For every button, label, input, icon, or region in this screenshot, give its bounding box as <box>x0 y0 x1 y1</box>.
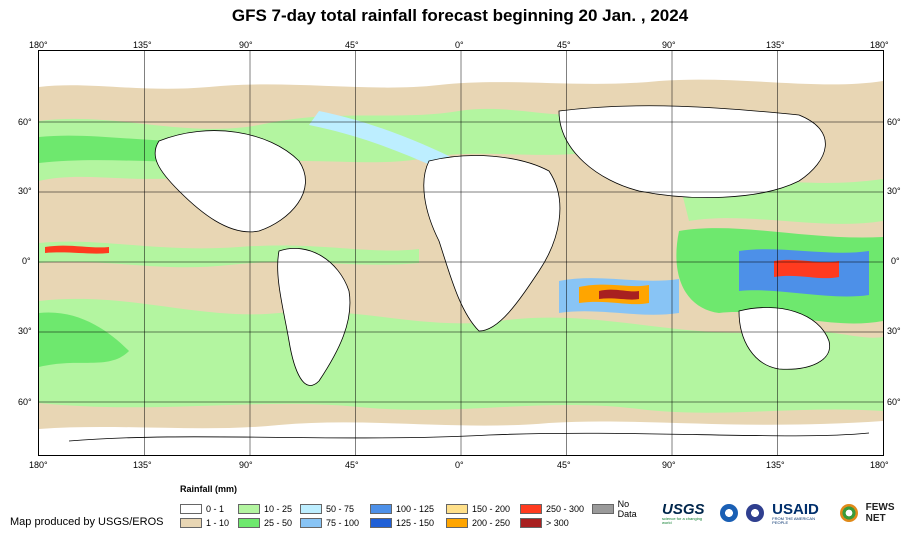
legend-item: 25 - 50 <box>238 518 292 528</box>
legend-swatch <box>180 504 202 514</box>
usgs-logo: USGS science for a changing world <box>662 502 712 525</box>
legend-swatch <box>370 504 392 514</box>
legend-label: 10 - 25 <box>264 504 293 514</box>
south-america-landmass <box>277 248 350 386</box>
rain-band-north-atlantic-light-blue <box>309 111 459 169</box>
lon-label: 45° <box>557 40 571 50</box>
lat-label: 0° <box>891 256 900 266</box>
usaid-logo-text: USAID <box>772 500 819 518</box>
lon-label: 90° <box>239 40 253 50</box>
eurasia-landmass <box>559 105 826 198</box>
africa-landmass <box>423 155 560 331</box>
lon-label: 135° <box>766 460 785 470</box>
itcz-heavy-rain <box>45 245 109 254</box>
legend-item: 250 - 300 <box>520 504 584 514</box>
lat-label: 60° <box>887 397 901 407</box>
lat-label: 0° <box>22 256 31 266</box>
lon-label: 180° <box>870 40 889 50</box>
legend-label: 150 - 200 <box>472 504 511 514</box>
lon-label: 135° <box>766 40 785 50</box>
rainfall-legend: Rainfall (mm) 0 - 1 1 - 10 10 - 25 25 - … <box>180 484 650 534</box>
lon-label: 180° <box>29 40 48 50</box>
legend-swatch <box>592 504 614 514</box>
noaa-seal-icon <box>720 504 739 522</box>
usaid-seal-icon <box>746 504 765 522</box>
lon-label: 180° <box>870 460 889 470</box>
legend-label: 250 - 300 <box>546 504 585 514</box>
usaid-tagline: FROM THE AMERICAN PEOPLE <box>772 515 815 525</box>
legend-item: 1 - 10 <box>180 518 229 528</box>
lat-label: 60° <box>18 397 32 407</box>
legend-item: 200 - 250 <box>446 518 510 528</box>
legend-swatch <box>520 504 542 514</box>
legend-swatch <box>238 518 260 528</box>
lon-label: 180° <box>29 460 48 470</box>
lon-label: 45° <box>345 460 359 470</box>
legend-swatch <box>446 518 468 528</box>
legend-label: 50 - 75 <box>326 504 355 514</box>
legend-item: 0 - 1 <box>180 504 224 514</box>
indian-ocean-extreme-rain <box>599 289 639 300</box>
legend-swatch <box>300 518 322 528</box>
lon-label: 90° <box>662 40 676 50</box>
legend-label: No Data <box>617 499 637 519</box>
legend-swatch <box>520 518 542 528</box>
lat-label: 30° <box>18 186 32 196</box>
graticule <box>39 51 883 455</box>
legend-label: 200 - 250 <box>472 518 511 528</box>
lat-label: 30° <box>887 186 901 196</box>
rainfall-map[interactable] <box>38 50 884 456</box>
legend-label: 75 - 100 <box>326 518 360 528</box>
lon-label: 135° <box>133 460 152 470</box>
legend-label: > 300 <box>546 518 569 528</box>
lat-label: 30° <box>18 326 32 336</box>
legend-label: 100 - 125 <box>396 504 435 514</box>
legend-swatch <box>180 518 202 528</box>
lat-label: 60° <box>887 117 901 127</box>
lon-label: 135° <box>133 40 152 50</box>
lon-label: 90° <box>662 460 676 470</box>
lon-label: 0° <box>455 460 464 470</box>
australia-landmass <box>739 307 830 370</box>
lon-label: 45° <box>345 40 359 50</box>
legend-item: > 300 <box>520 518 569 528</box>
legend-swatch <box>300 504 322 514</box>
fews-net-emblem-icon <box>839 504 858 522</box>
map-credit: Map produced by USGS/EROS <box>10 516 164 528</box>
legend-item: 10 - 25 <box>238 504 292 514</box>
legend-label: 1 - 10 <box>206 518 230 528</box>
coastlines <box>68 105 870 442</box>
legend-item: 75 - 100 <box>300 518 359 528</box>
legend-label: 25 - 50 <box>264 518 293 528</box>
lat-label: 30° <box>887 326 901 336</box>
agency-logos: USGS science for a changing world USAID … <box>662 500 917 526</box>
legend-item: 150 - 200 <box>446 504 510 514</box>
fews-net-logo-text: FEWS NET <box>865 502 895 524</box>
legend-swatch <box>238 504 260 514</box>
usgs-tagline: science for a changing world <box>662 515 703 525</box>
south-pacific-heavy <box>39 312 129 367</box>
lat-label: 60° <box>18 117 32 127</box>
legend-item: 125 - 150 <box>370 518 434 528</box>
map-title: GFS 7-day total rainfall forecast beginn… <box>231 6 689 25</box>
usgs-logo-text: USGS <box>662 500 705 518</box>
north-america-landmass <box>155 130 306 232</box>
legend-swatch <box>446 504 468 514</box>
lon-label: 45° <box>557 460 571 470</box>
legend-item: 50 - 75 <box>300 504 354 514</box>
map-canvas <box>39 51 883 455</box>
usaid-logo: USAID FROM THE AMERICAN PEOPLE <box>772 502 832 525</box>
legend-swatch <box>370 518 392 528</box>
maritime-continent-extreme <box>774 259 839 279</box>
legend-title: Rainfall (mm) <box>180 484 238 494</box>
legend-label: 0 - 1 <box>206 504 225 514</box>
legend-item: No Data <box>592 499 650 519</box>
lon-label: 90° <box>239 460 253 470</box>
legend-label: 125 - 150 <box>396 518 435 528</box>
legend-item: 100 - 125 <box>370 504 434 514</box>
lon-label: 0° <box>455 40 464 50</box>
